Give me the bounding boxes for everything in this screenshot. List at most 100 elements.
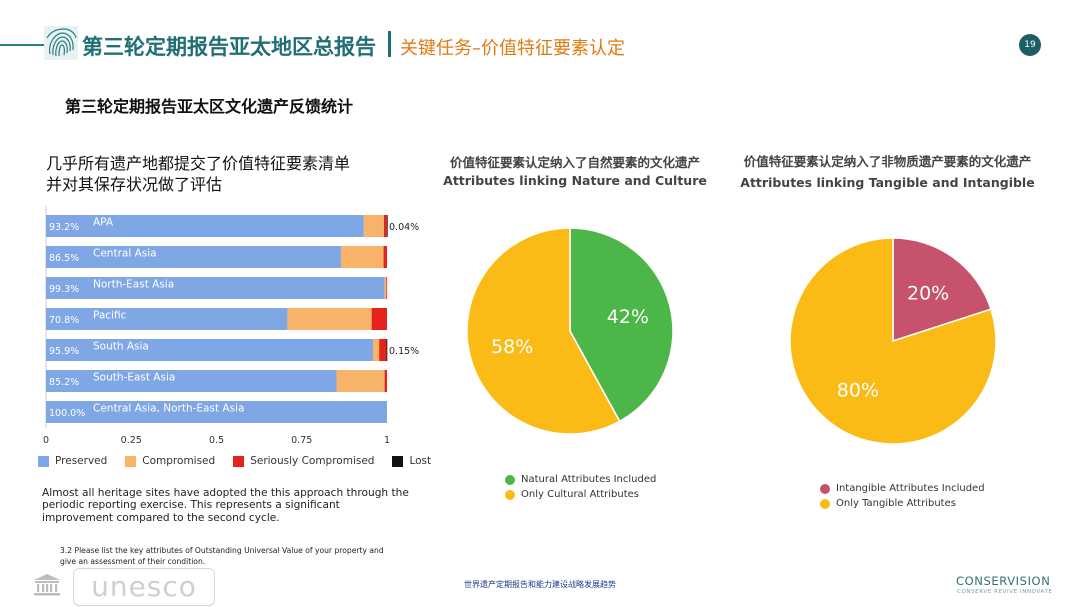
legend-label: Seriously Compromised	[250, 455, 375, 467]
legend-item-preserved: Preserved	[38, 455, 107, 467]
legend-swatch-preserved	[38, 455, 49, 467]
pie1-legend-item: Natural Attributes Included	[505, 472, 656, 487]
pie1-title: 价值特征要素认定纳入了自然要素的文化遗产	[449, 155, 700, 170]
legend-swatch-lost	[392, 455, 404, 467]
legend-label: Lost	[409, 455, 432, 467]
pie-chart-nature-culture: 42% 58%	[466, 227, 674, 435]
legend-swatch-seriously-compromised	[233, 455, 245, 467]
bar-segment-compromised	[336, 370, 385, 392]
legend-label: Only Tangible Attributes	[836, 498, 956, 509]
conservision-brand: CONSERVISION	[956, 574, 1051, 588]
bar-segment-preserved	[46, 370, 337, 392]
bar-segment-lost	[386, 215, 388, 237]
bar-segment-seriously-compromised	[379, 339, 387, 361]
legend-label: Intangible Attributes Included	[836, 483, 985, 494]
pie-value-label: 42%	[607, 306, 649, 328]
x-tick-label: 1	[384, 435, 390, 446]
bar-segment-preserved	[46, 277, 385, 299]
bar-value-label: 85.2%	[49, 377, 79, 388]
bar-category-label: Central Asia, North-East Asia	[93, 403, 244, 415]
conservision-tagline: CONSERVE REVIVE INNOVATE	[957, 589, 1053, 595]
bar-segment-compromised	[287, 308, 372, 330]
bar-category-label: North-East Asia	[93, 279, 174, 291]
bar-category-label: Central Asia	[93, 248, 157, 260]
legend-dot-tangible	[820, 498, 830, 509]
pie-slice	[466, 227, 621, 435]
x-tick-label: 0.25	[121, 435, 142, 446]
bar-segment-preserved	[46, 339, 374, 361]
bar-category-label: APA	[93, 217, 114, 229]
header-subtitle: 关键任务–价值特征要素认定	[400, 38, 625, 59]
pie1-legend-item: Only Cultural Attributes	[505, 487, 656, 502]
pie2-legend-item: Intangible Attributes Included	[820, 481, 985, 496]
legend-label: Compromised	[142, 455, 216, 467]
bar-category-label: Pacific	[93, 310, 127, 322]
bar-category-label: South-East Asia	[93, 372, 175, 384]
pie-chart-tangible-intangible: 20% 80%	[789, 237, 997, 445]
summary-paragraph: Almost all heritage sites have adopted t…	[42, 487, 409, 524]
header-separator	[388, 31, 391, 57]
question-note: 3.2 Please list the key attributes of Ou…	[60, 546, 384, 566]
page-number-badge: 19	[1019, 34, 1041, 56]
pie2-subtitle: Attributes linking Tangible and Intangib…	[740, 175, 1035, 190]
pie-slice	[569, 227, 674, 423]
legend-item-lost: Lost	[392, 455, 431, 467]
bar-segment-compromised	[384, 277, 387, 299]
pie1-subtitle: Attributes linking Nature and Culture	[443, 173, 707, 188]
pie-slice	[789, 237, 997, 445]
pie-value-label: 58%	[491, 336, 533, 358]
legend-dot-cultural	[505, 489, 515, 500]
x-tick-label: 0.75	[291, 435, 312, 446]
bar-segment-seriously-compromised	[384, 370, 387, 392]
pie2-title: 价值特征要素认定纳入了非物质遗产要素的文化遗产	[743, 154, 1032, 169]
stacked-bar-chart: 93.2% APA 0.04% 86.5% Central Asia 99.3% North…	[43, 206, 419, 446]
bar-segment-preserved	[46, 401, 387, 423]
pie-value-label: 20%	[907, 283, 949, 305]
bar-segment-seriously-compromised	[371, 308, 387, 330]
pie-value-label: 80%	[837, 379, 879, 401]
fingerprint-logo-icon	[44, 26, 78, 60]
pie2-legend-item: Only Tangible Attributes	[820, 496, 985, 511]
legend-label: Only Cultural Attributes	[521, 489, 640, 500]
unesco-temple-icon	[34, 574, 60, 596]
header-title: 第三轮定期报告亚太地区总报告	[82, 35, 376, 59]
legend-item-seriously-compromised: Seriously Compromised	[233, 455, 374, 467]
pie1-legend: Natural Attributes Included Only Cultura…	[505, 472, 656, 502]
bar-segment-preserved	[46, 215, 364, 237]
bar-segment-preserved	[46, 246, 341, 268]
bar-value-label: 99.3%	[49, 284, 79, 295]
pie-slice	[892, 237, 992, 343]
bar-segment-compromised	[363, 215, 384, 237]
bar-value-label: 100.0%	[49, 408, 85, 419]
bar-segment-seriously-compromised	[383, 246, 387, 268]
bar-value-label: 95.9%	[49, 346, 79, 357]
legend-dot-intangible	[820, 483, 830, 494]
legend-swatch-compromised	[125, 455, 137, 467]
bar-segment-seriously-compromised	[386, 277, 388, 299]
bar-segment-compromised	[373, 339, 380, 361]
section-title: 第三轮定期报告亚太区文化遗产反馈统计	[65, 97, 354, 116]
bar-value-label: 70.8%	[49, 315, 79, 326]
x-tick-label: 0.5	[209, 435, 224, 446]
unesco-logo: unesco	[73, 568, 215, 606]
bar-chart-legend: Preserved Compromised Seriously Compromi…	[38, 455, 449, 467]
left-heading-line2: 并对其保存状况做了评估	[46, 175, 223, 194]
bar-segment-lost	[386, 339, 388, 361]
bar-segment-preserved	[46, 308, 288, 330]
legend-dot-natural	[505, 474, 515, 485]
header-accent-line	[0, 44, 48, 46]
bar-value-label: 86.5%	[49, 253, 79, 264]
bar-category-label: South Asia	[93, 341, 149, 353]
legend-item-compromised: Compromised	[125, 455, 215, 467]
bar-value-label: 93.2%	[49, 222, 79, 233]
bar-annotation: 0.04%	[389, 222, 419, 233]
pie2-legend: Intangible Attributes Included Only Tang…	[820, 481, 985, 511]
bar-annotation: 0.15%	[389, 346, 419, 357]
x-tick-label: 0	[43, 435, 49, 446]
legend-label: Natural Attributes Included	[521, 474, 657, 485]
footer-center-text: 世界遗产定期报告和能力建设战略发展趋势	[464, 580, 616, 589]
left-heading-line1: 几乎所有遗产地都提交了价值特征要素清单	[46, 154, 351, 173]
bar-segment-seriously-compromised	[383, 215, 387, 237]
legend-label: Preserved	[55, 455, 108, 467]
bar-segment-compromised	[340, 246, 384, 268]
